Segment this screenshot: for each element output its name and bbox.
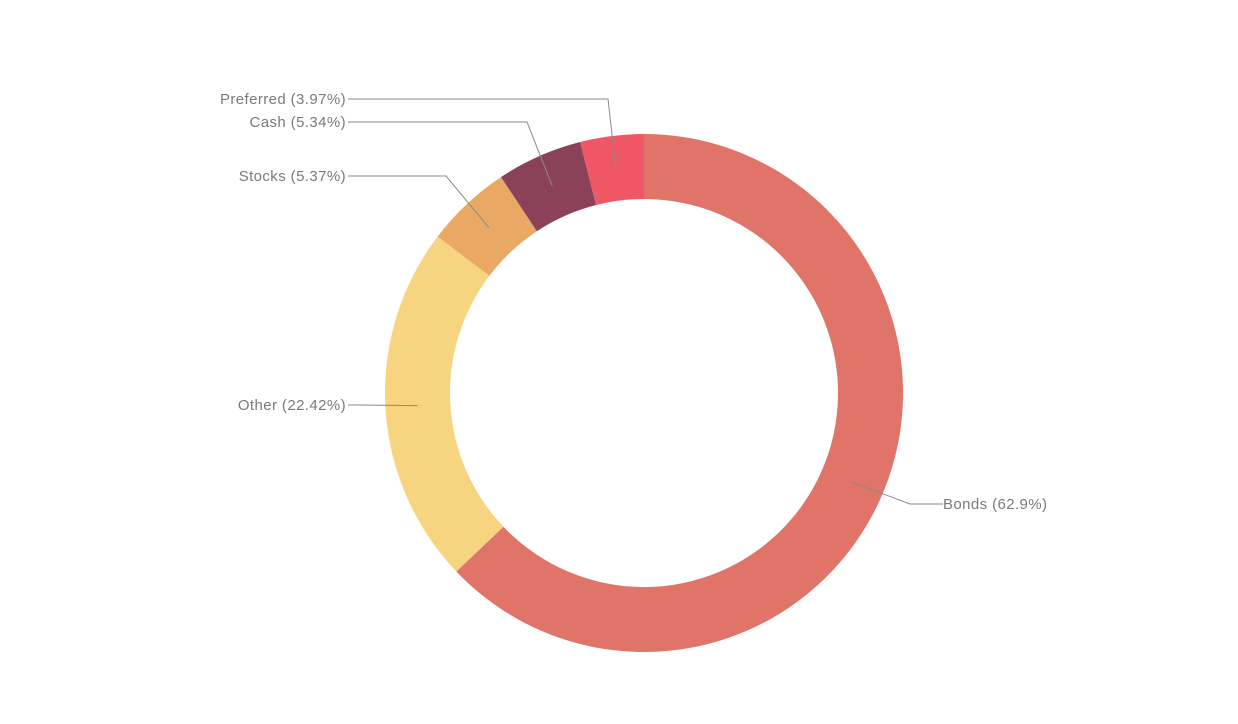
slice-label-other: Other (22.42%) [238,397,346,414]
slice-label-bonds: Bonds (62.9%) [943,496,1047,513]
slice-cash[interactable] [500,142,597,232]
leader-line-cash [348,121,553,187]
slice-preferred[interactable] [580,134,644,206]
leader-lines-layer [348,98,943,505]
slice-label-stocks: Stocks (5.37%) [239,168,346,185]
leader-line-bonds [851,481,943,505]
leader-line-stocks [348,175,490,229]
slice-label-preferred: Preferred (3.97%) [220,91,346,108]
slices-layer [384,134,903,652]
labels-layer: Bonds (62.9%) Other (22.42%) Stocks (5.37%… [220,91,1047,513]
slice-other[interactable] [384,236,504,572]
leader-line-other [348,404,418,407]
slice-bonds[interactable] [456,134,903,652]
leader-line-preferred [348,98,617,169]
slice-label-cash: Cash (5.34%) [249,114,346,131]
